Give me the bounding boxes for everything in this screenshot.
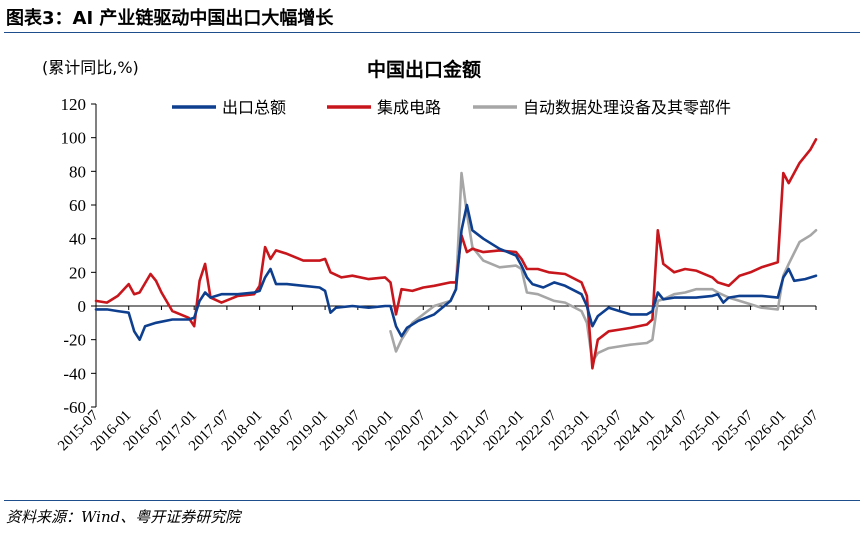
y-tick-label: 120 (61, 95, 87, 114)
figure-title: 图表3：AI 产业链驱动中国出口大幅增长 (6, 8, 334, 29)
y-tick-label: 20 (69, 263, 86, 282)
source-note: 资料来源：Wind、粤开证券研究院 (6, 508, 241, 526)
series-lines (94, 138, 818, 370)
y-tick-label: 60 (69, 196, 86, 215)
y-unit-label: (累计同比,%) (42, 58, 139, 77)
title-divider (4, 32, 860, 33)
legend: 出口总额 集成电路 自动数据处理设备及其零部件 (172, 98, 731, 117)
y-tick-label: 100 (61, 129, 87, 148)
y-tick-label: -20 (63, 331, 86, 350)
series-line-2 (94, 138, 818, 370)
series-line-1 (94, 203, 818, 341)
y-tick-label: 40 (69, 230, 86, 249)
legend-label: 出口总额 (222, 98, 286, 117)
y-tick-label: 0 (78, 297, 87, 316)
chart-title: 中国出口金额 (367, 58, 481, 81)
y-tick-label: 80 (69, 162, 86, 181)
legend-label: 集成电路 (377, 98, 441, 117)
series-line-3 (389, 171, 818, 363)
line-chart: (累计同比,%) 中国出口金额 -60 -40 -20 0 20 40 60 80 100 120… (42, 58, 822, 454)
footer-divider (4, 500, 860, 501)
y-tick-label: -40 (63, 364, 86, 383)
legend-label: 自动数据处理设备及其零部件 (523, 98, 731, 117)
y-tick-label: -60 (63, 398, 86, 417)
